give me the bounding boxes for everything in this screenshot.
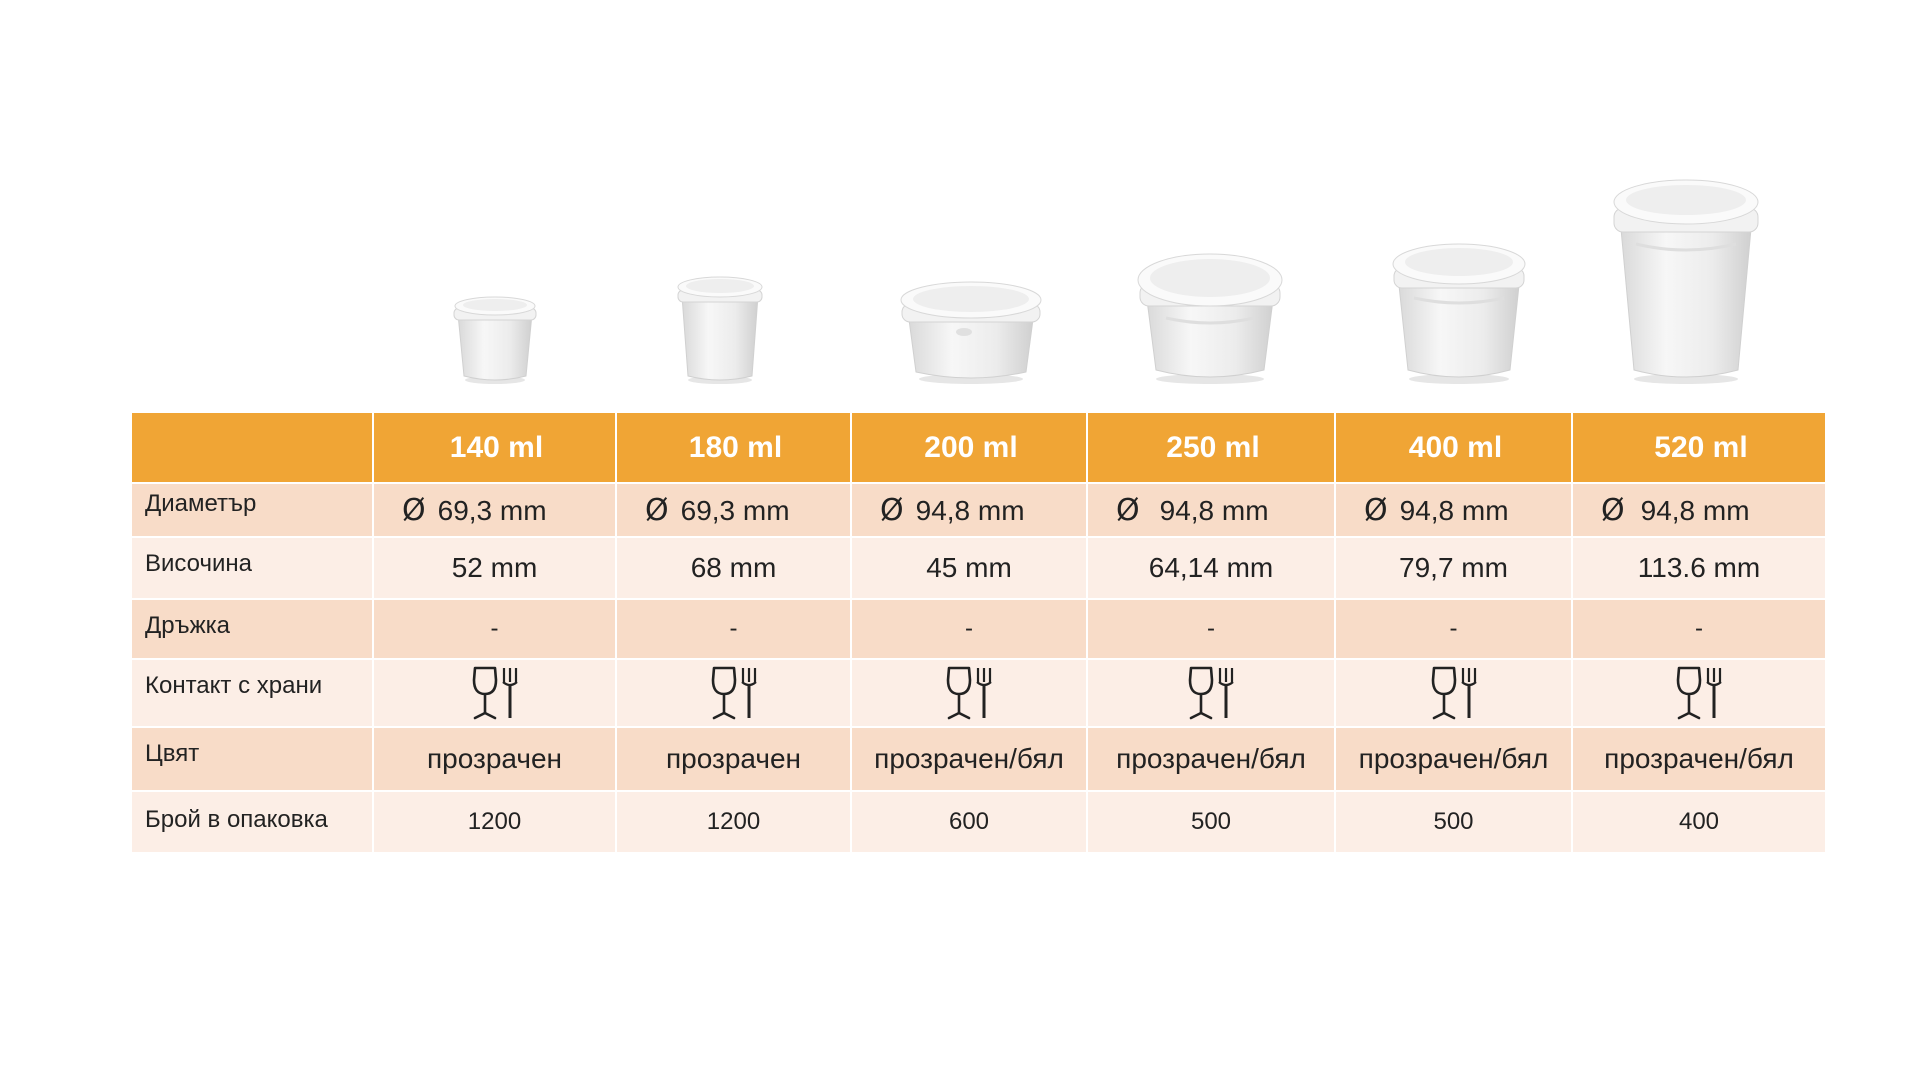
diameter-symbol: Ø xyxy=(1364,492,1388,528)
bucket-image-520ml xyxy=(1610,178,1762,384)
pack-count-cell: 500 xyxy=(1335,791,1573,854)
row-label-food-contact: Контакт с храни xyxy=(132,659,374,728)
volume-label: 180 ml xyxy=(688,430,783,464)
header-row: 140 ml 180 ml 200 ml 250 ml 400 ml 520 m… xyxy=(132,413,1825,484)
handle-cell: - xyxy=(373,599,617,660)
bucket-image-180ml xyxy=(674,272,766,384)
diameter-value: 94,8 mm xyxy=(915,494,1025,526)
volume-label: 400 ml xyxy=(1408,430,1503,464)
food-contact-cell xyxy=(373,659,617,728)
pack-count-cell: 1200 xyxy=(616,791,852,854)
color-row: Цвят прозрачен прозрачен прозрачен/бял п… xyxy=(132,727,1825,792)
height-cell: 113.6 mm xyxy=(1572,537,1825,600)
diameter-cell: Ø 94,8 mm xyxy=(851,483,1088,538)
volume-label: 200 ml xyxy=(924,430,1018,464)
bucket-180ml-icon xyxy=(677,276,763,384)
handle-cell: - xyxy=(616,599,852,660)
handle-cell: - xyxy=(851,599,1088,660)
food-safe-icon xyxy=(1188,666,1234,720)
food-contact-row: Контакт с храни xyxy=(132,659,1825,728)
row-label-diameter: Диаметър xyxy=(132,483,374,538)
food-safe-icon xyxy=(711,666,757,720)
height-cell: 64,14 mm xyxy=(1087,537,1336,600)
diameter-symbol: Ø xyxy=(402,492,426,528)
diameter-value: 94,8 mm xyxy=(1159,494,1269,526)
bucket-image-140ml xyxy=(450,292,540,384)
handle-cell: - xyxy=(1087,599,1336,660)
volume-label: 250 ml xyxy=(1166,430,1260,464)
diameter-cell: Ø 94,8 mm xyxy=(1087,483,1336,538)
header-volume: 250 ml xyxy=(1087,413,1336,484)
pack-count-cell: 400 xyxy=(1572,791,1825,854)
height-cell: 45 mm xyxy=(851,537,1088,600)
handle-cell: - xyxy=(1335,599,1573,660)
header-volume: 180 ml xyxy=(616,413,852,484)
diameter-symbol: Ø xyxy=(1116,492,1140,528)
row-label-height: Височина xyxy=(132,537,374,600)
handle-row: Дръжка - - - - - - xyxy=(132,599,1825,660)
volume-label: 140 ml xyxy=(449,430,544,464)
diameter-value: 94,8 mm xyxy=(1399,494,1509,526)
color-cell: прозрачен/бял xyxy=(1087,727,1336,792)
bucket-140ml-icon xyxy=(453,296,537,384)
color-cell: прозрачен xyxy=(373,727,617,792)
height-cell: 68 mm xyxy=(616,537,852,600)
bucket-image-200ml xyxy=(898,276,1044,384)
height-cell: 52 mm xyxy=(373,537,617,600)
row-label-color: Цвят xyxy=(132,727,374,792)
color-cell: прозрачен/бял xyxy=(1335,727,1573,792)
color-cell: прозрачен xyxy=(616,727,852,792)
food-safe-icon xyxy=(1676,666,1722,720)
food-safe-icon xyxy=(1431,666,1477,720)
row-label-handle: Дръжка xyxy=(132,599,374,660)
pack-count-cell: 1200 xyxy=(373,791,617,854)
spec-table: 140 ml 180 ml 200 ml 250 ml 400 ml 520 m… xyxy=(132,413,1825,854)
diameter-value: 69,3 mm xyxy=(680,494,790,526)
food-contact-cell xyxy=(1087,659,1336,728)
diameter-symbol: Ø xyxy=(645,492,669,528)
food-contact-cell xyxy=(616,659,852,728)
food-contact-cell xyxy=(1335,659,1573,728)
diameter-symbol: Ø xyxy=(1601,492,1625,528)
diameter-cell: Ø 69,3 mm xyxy=(373,483,617,538)
bucket-400ml-icon xyxy=(1392,243,1526,384)
height-cell: 79,7 mm xyxy=(1335,537,1573,600)
diameter-cell: Ø 69,3 mm xyxy=(616,483,852,538)
header-volume: 520 ml xyxy=(1572,413,1825,484)
diameter-symbol: Ø xyxy=(880,492,904,528)
color-cell: прозрачен/бял xyxy=(851,727,1088,792)
row-label-pack-count: Брой в опаковка xyxy=(132,791,374,854)
diameter-cell: Ø 94,8 mm xyxy=(1335,483,1573,538)
header-volume: 140 ml xyxy=(373,413,617,484)
food-contact-cell xyxy=(851,659,1088,728)
diameter-value: 69,3 mm xyxy=(437,494,547,526)
food-contact-cell xyxy=(1572,659,1825,728)
bucket-520ml-icon xyxy=(1613,179,1759,384)
bucket-image-250ml xyxy=(1136,248,1284,384)
bucket-200ml-icon xyxy=(900,281,1042,384)
bucket-image-400ml xyxy=(1390,240,1528,384)
header-volume: 200 ml xyxy=(851,413,1088,484)
color-cell: прозрачен/бял xyxy=(1572,727,1825,792)
diameter-cell: Ø 94,8 mm xyxy=(1572,483,1825,538)
header-empty-cell xyxy=(132,413,374,484)
volume-label: 520 ml xyxy=(1654,430,1748,464)
diameter-row: Диаметър Ø 69,3 mm Ø 69,3 mm Ø 94,8 mm Ø 94,… xyxy=(132,483,1825,538)
pack-count-cell: 600 xyxy=(851,791,1088,854)
bucket-250ml-icon xyxy=(1137,253,1283,384)
height-row: Височина 52 mm 68 mm 45 mm 64,14 mm 79,7… xyxy=(132,537,1825,600)
header-volume: 400 ml xyxy=(1335,413,1573,484)
diameter-value: 94,8 mm xyxy=(1640,494,1750,526)
food-safe-icon xyxy=(946,666,992,720)
pack-count-cell: 500 xyxy=(1087,791,1336,854)
handle-cell: - xyxy=(1572,599,1825,660)
pack-count-row: Брой в опаковка 1200 1200 600 500 500 40… xyxy=(132,791,1825,854)
food-safe-icon xyxy=(472,666,518,720)
